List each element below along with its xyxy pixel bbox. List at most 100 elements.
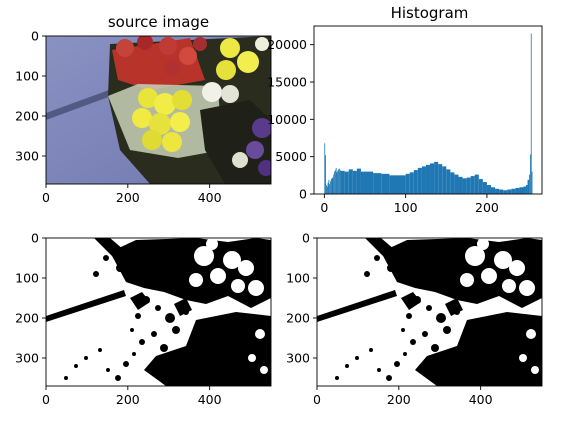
white-blob bbox=[509, 260, 525, 276]
white-blob bbox=[189, 273, 203, 287]
y-tick-label: 300 bbox=[15, 149, 39, 164]
white-blob bbox=[519, 280, 535, 296]
dark-strand bbox=[94, 238, 124, 260]
white-blob bbox=[238, 260, 254, 276]
histogram-bar bbox=[446, 169, 451, 194]
histogram-bar bbox=[331, 178, 333, 194]
white-blob bbox=[460, 273, 474, 287]
histogram-bar bbox=[482, 182, 487, 194]
dark-speck bbox=[139, 339, 145, 345]
dark-strand bbox=[174, 298, 192, 316]
dark-speck bbox=[106, 368, 110, 372]
dark-speck bbox=[93, 271, 99, 277]
image-axes-3: 0 200 400 0 100 200 300 bbox=[286, 231, 543, 407]
histogram-bar bbox=[462, 178, 467, 194]
x-tick-label: 0 bbox=[42, 392, 50, 407]
white-blob bbox=[223, 251, 241, 269]
dark-speck bbox=[374, 255, 380, 261]
white-blob bbox=[519, 354, 527, 362]
dark-strand bbox=[445, 298, 463, 316]
histogram-bar bbox=[344, 171, 349, 194]
y-tick-label: 300 bbox=[15, 351, 39, 366]
x-tick-label: 100 bbox=[394, 200, 418, 215]
histogram-bar bbox=[421, 166, 426, 194]
x-tick-label: 400 bbox=[198, 190, 222, 205]
dark-speck bbox=[422, 331, 428, 337]
dark-speck bbox=[364, 271, 370, 277]
histogram-bar bbox=[340, 170, 345, 194]
y-tick-label: 200 bbox=[286, 311, 310, 326]
x-tick-label: 400 bbox=[198, 392, 222, 407]
white-blob bbox=[526, 329, 536, 339]
y-tick-label: 5000 bbox=[275, 149, 307, 164]
histogram-bar bbox=[338, 169, 339, 194]
source-image-title: source image bbox=[108, 13, 209, 31]
y-tick-label: 100 bbox=[15, 271, 39, 286]
histogram-axes: 0 100 200 0 5000 10000 15000 20000 bbox=[267, 37, 499, 215]
histogram-bar bbox=[336, 172, 338, 194]
source-image-photo bbox=[46, 36, 271, 184]
dark-speck bbox=[74, 364, 78, 368]
histogram-bar bbox=[335, 167, 337, 194]
histogram-bar bbox=[515, 188, 520, 194]
y-tick-label: 15000 bbox=[267, 75, 307, 90]
dark-speck bbox=[386, 375, 392, 381]
histogram-bar bbox=[360, 171, 366, 194]
dark-strand bbox=[401, 292, 421, 310]
x-tick-label: 0 bbox=[42, 190, 50, 205]
x-tick-label: 200 bbox=[116, 392, 140, 407]
dark-stripe bbox=[46, 290, 126, 322]
dark-speck bbox=[130, 328, 134, 332]
y-tick-label: 300 bbox=[286, 351, 310, 366]
histogram-bar bbox=[499, 189, 504, 194]
dark-speck bbox=[403, 352, 407, 356]
dark-speck bbox=[103, 255, 109, 261]
x-tick-label: 200 bbox=[475, 200, 499, 215]
dark-speck bbox=[401, 328, 405, 332]
histogram-bar bbox=[530, 33, 532, 194]
dark-speck bbox=[355, 356, 359, 360]
dark-speck bbox=[172, 326, 180, 334]
histogram-bar bbox=[405, 173, 410, 194]
threshold-image-panel-1 bbox=[46, 238, 271, 386]
white-blob bbox=[255, 329, 265, 339]
source-image-panel: source image bbox=[46, 13, 271, 184]
histogram-bar bbox=[381, 173, 390, 194]
y-tick-label: 200 bbox=[15, 109, 39, 124]
dark-speck bbox=[165, 313, 175, 323]
histogram-bar bbox=[527, 179, 530, 194]
y-tick-label: 0 bbox=[31, 29, 39, 44]
histogram-bar bbox=[438, 164, 443, 194]
image-axes-2: 0 200 400 0 100 200 300 bbox=[15, 231, 272, 407]
histogram-bar bbox=[450, 172, 455, 194]
histogram-bar bbox=[458, 176, 463, 194]
white-blob bbox=[248, 280, 264, 296]
histogram-bar bbox=[478, 179, 483, 194]
dark-speck bbox=[151, 331, 157, 337]
histogram-bar bbox=[389, 175, 398, 194]
x-tick-label: 0 bbox=[320, 200, 328, 215]
histogram-bar bbox=[373, 173, 382, 194]
dark-speck bbox=[345, 364, 349, 368]
histogram-bar bbox=[519, 187, 524, 194]
histogram-bar bbox=[425, 164, 431, 194]
image-axes-0: 0 200 400 0 100 200 300 bbox=[15, 29, 272, 205]
x-tick-label: 400 bbox=[469, 392, 493, 407]
dark-speck bbox=[387, 264, 395, 272]
image-frame bbox=[316, 237, 543, 387]
white-blob bbox=[531, 366, 539, 374]
histogram-bar bbox=[430, 163, 435, 194]
histogram-bar bbox=[442, 166, 447, 194]
histogram-bar bbox=[356, 168, 361, 194]
dark-speck bbox=[406, 313, 412, 319]
histogram-bar bbox=[434, 161, 439, 194]
y-tick-label: 20000 bbox=[267, 37, 307, 52]
histogram-bar bbox=[530, 154, 531, 194]
x-tick-label: 0 bbox=[313, 392, 321, 407]
histogram-bar bbox=[333, 174, 335, 194]
histogram-frame bbox=[313, 25, 543, 195]
y-tick-label: 100 bbox=[15, 69, 39, 84]
x-tick-label: 200 bbox=[116, 190, 140, 205]
histogram-bar bbox=[329, 184, 331, 194]
dark-speck bbox=[160, 344, 168, 352]
